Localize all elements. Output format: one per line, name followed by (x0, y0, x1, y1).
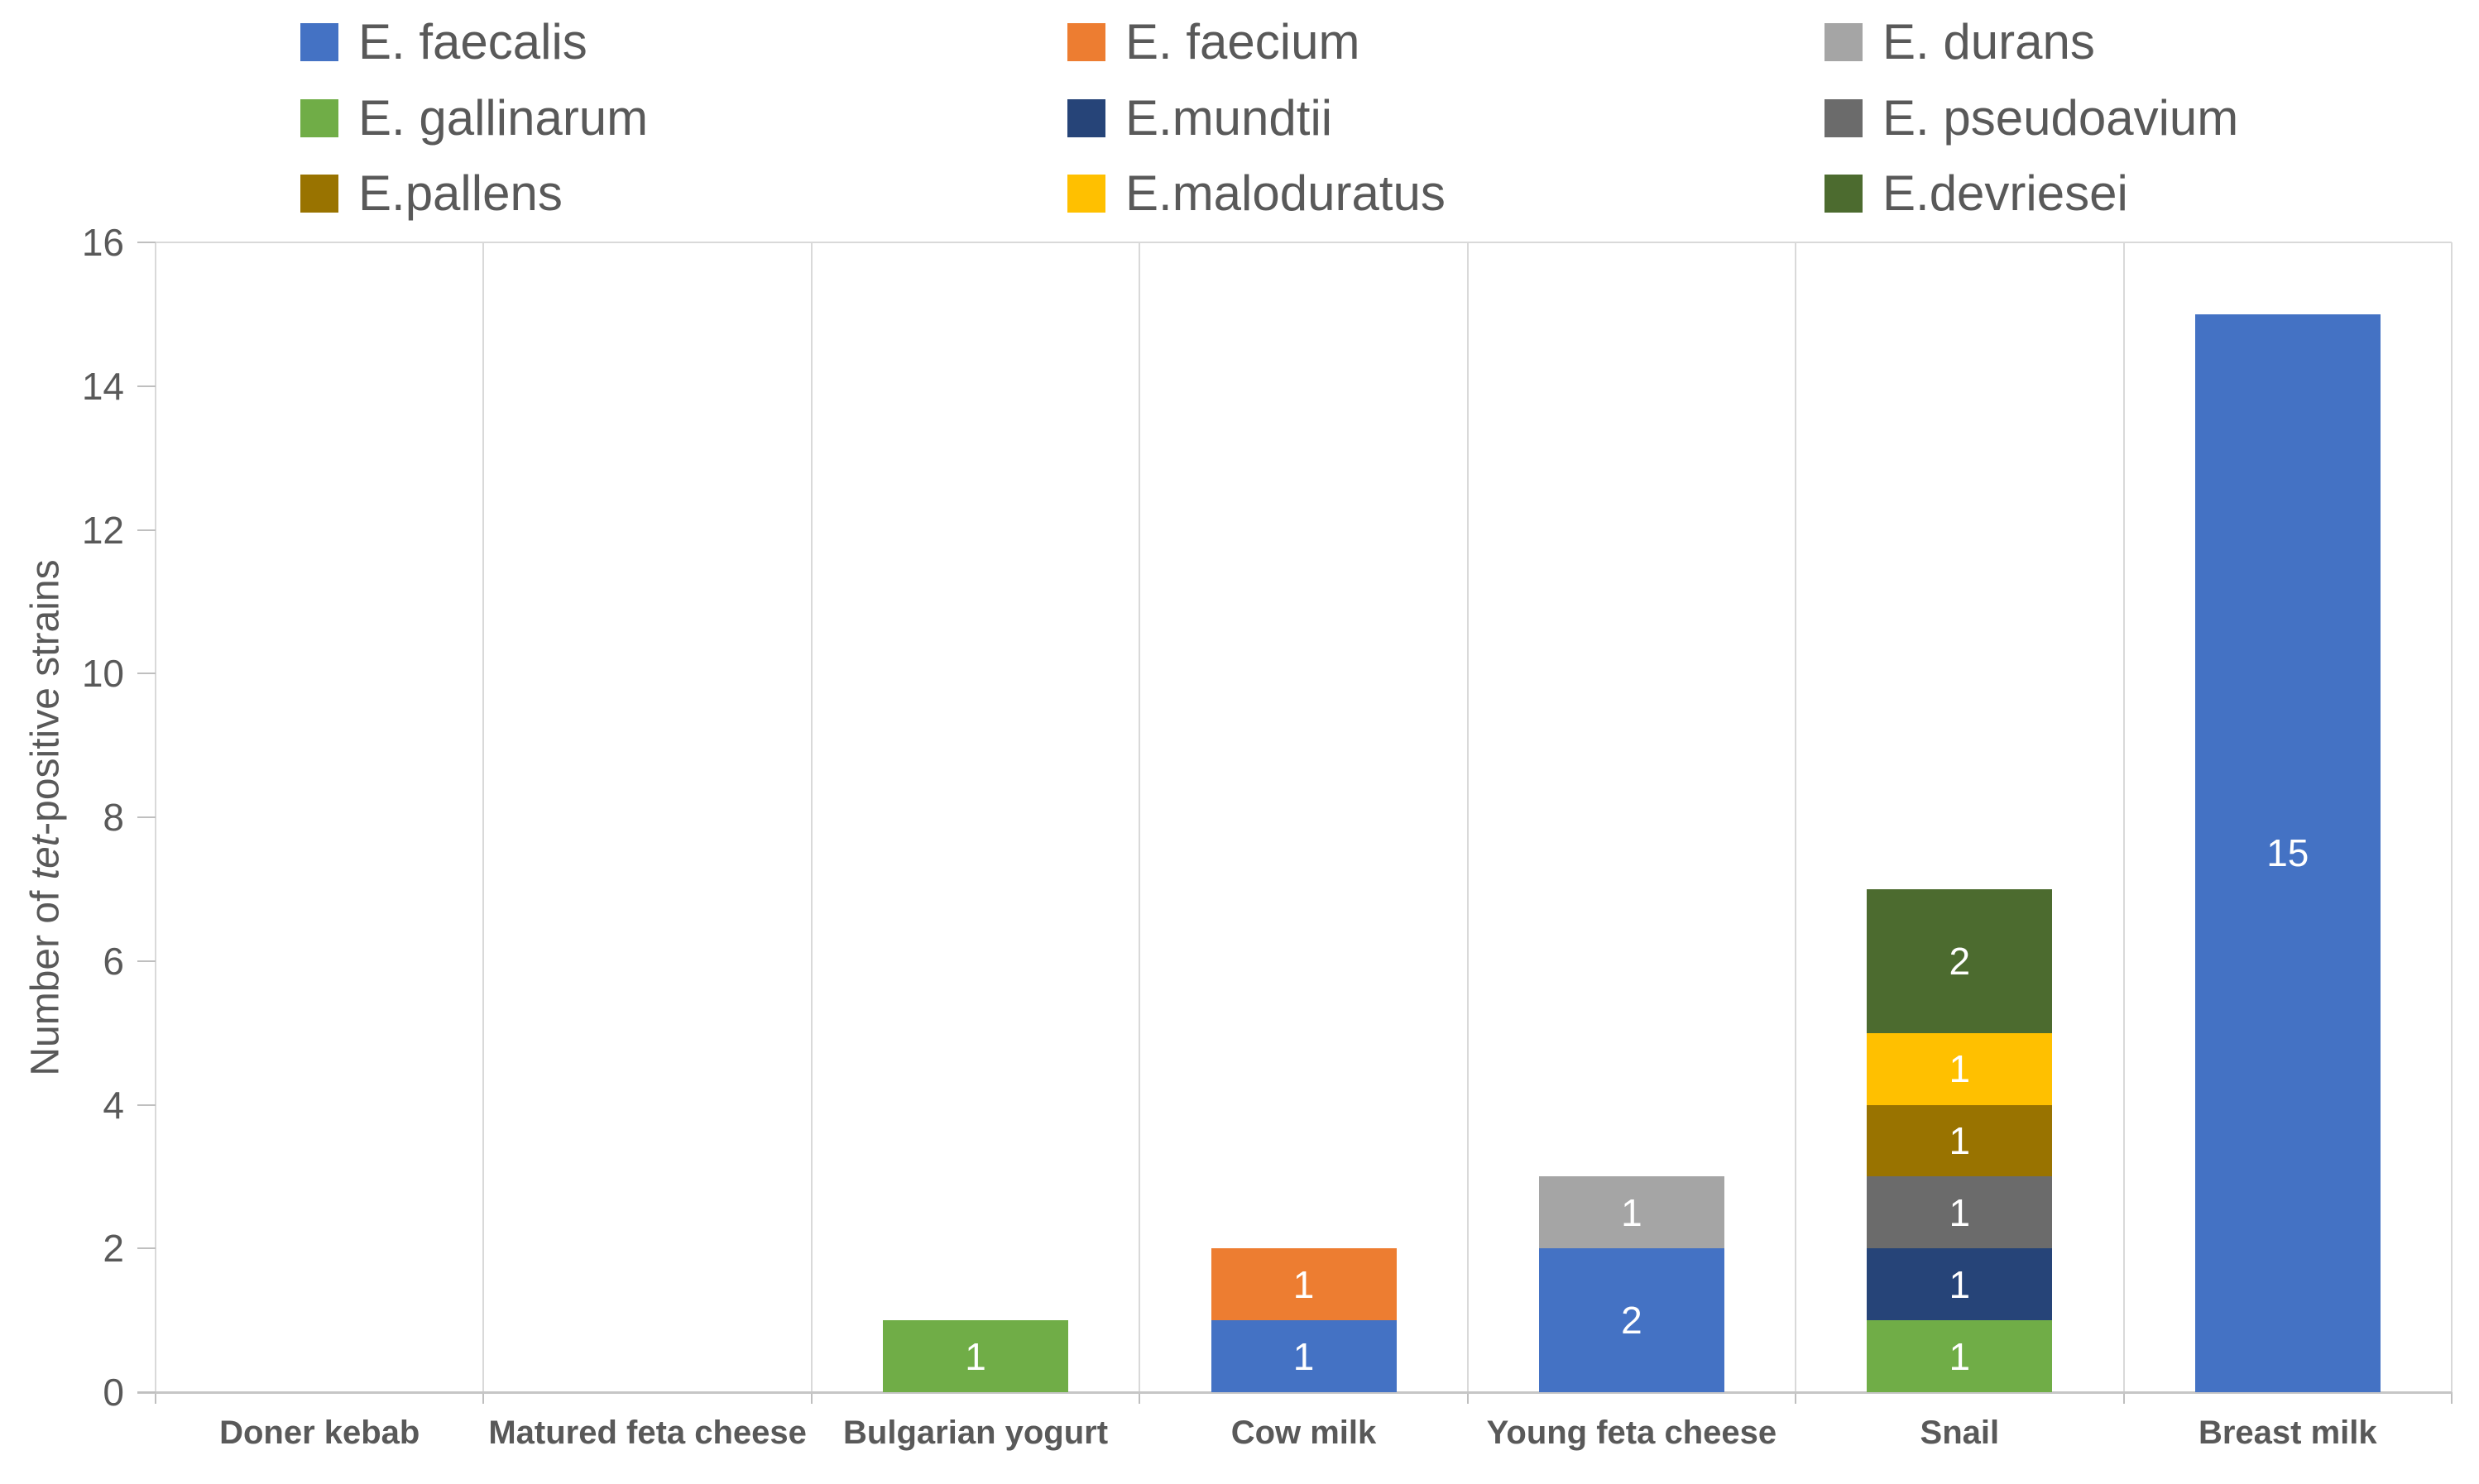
bar-value-label: 1 (1949, 1047, 1971, 1091)
legend-label: E.maloduratus (1125, 165, 1446, 221)
legend-swatch (300, 23, 338, 61)
x-category-label: Young feta cheese (1486, 1415, 1777, 1451)
legend-label: E. durans (1882, 14, 2095, 69)
bar-segment (1538, 1248, 1724, 1392)
gridline-vertical (810, 242, 813, 1392)
legend-item: E. gallinarum (300, 89, 648, 147)
bar-value-label: 2 (1949, 939, 1971, 983)
bar-segment (1211, 1248, 1397, 1321)
bar-value-label: 1 (1949, 1334, 1971, 1378)
y-axis-tick (137, 816, 156, 818)
bar-value-label: 1 (1949, 1262, 1971, 1306)
y-axis-tick (137, 1103, 156, 1106)
y-axis-tick (137, 1391, 156, 1393)
x-axis-tick (482, 1392, 485, 1404)
x-category-label: Bulgarian yogurt (843, 1415, 1109, 1451)
gridline-vertical (2122, 242, 2125, 1392)
x-axis-line (137, 1391, 2452, 1394)
legend-label: E.devriesei (1882, 165, 2128, 221)
x-axis-tick (2451, 1392, 2453, 1404)
legend-item: E. faecium (1067, 13, 1359, 71)
bar-value-label: 1 (1292, 1262, 1315, 1306)
y-tick-label: 10 (81, 652, 124, 696)
legend-item: E. durans (1824, 13, 2095, 71)
legend-swatch (1824, 175, 1863, 213)
legend-item: E. pseudoavium (1824, 89, 2238, 147)
legend-item: E.mundtii (1067, 89, 1332, 147)
y-tick-label: 8 (103, 796, 124, 839)
bar-segment (883, 1320, 1069, 1392)
x-axis-tick (810, 1392, 813, 1404)
y-axis-tick (137, 1247, 156, 1250)
y-axis-tick (137, 960, 156, 962)
legend-label: E. faecium (1125, 14, 1360, 69)
bar-segment (1867, 1032, 2053, 1105)
x-axis-tick (1139, 1392, 1141, 1404)
y-axis-tick (137, 673, 156, 675)
bar-segment (1867, 1320, 2053, 1392)
x-category-label: Cow milk (1230, 1415, 1377, 1451)
bar-value-label: 1 (1292, 1334, 1315, 1378)
x-category-label: Matured feta cheese (488, 1415, 807, 1451)
y-tick-label: 6 (103, 939, 124, 983)
bar-segment (2194, 314, 2381, 1392)
y-tick-label: 0 (103, 1371, 124, 1414)
bar-segment (1867, 1248, 2053, 1321)
x-axis-tick (1466, 1392, 1469, 1404)
legend-label: E. pseudoavium (1882, 90, 2239, 146)
y-axis-tick (137, 385, 156, 387)
bar-value-label: 1 (1949, 1190, 1971, 1234)
gridline-vertical (1466, 242, 1469, 1392)
y-tick-label: 4 (103, 1083, 124, 1127)
bar-segment (1867, 1176, 2053, 1249)
x-category-label: Doner kebab (219, 1415, 420, 1451)
x-axis-tick (155, 1392, 156, 1404)
legend-swatch (1824, 99, 1863, 137)
legend-item: E.pallens (300, 165, 563, 223)
y-tick-label: 14 (81, 364, 124, 408)
bar-segment (1538, 1176, 1724, 1249)
gridline-vertical (2451, 242, 2453, 1392)
x-category-label: Breast milk (2198, 1415, 2377, 1451)
bar-value-label: 15 (2266, 831, 2309, 875)
y-axis-title-italic: tet (23, 835, 68, 879)
legend-swatch (1824, 23, 1863, 61)
legend-label: E. faecalis (358, 14, 587, 69)
bar-value-label: 1 (1949, 1118, 1971, 1162)
legend-item: E.maloduratus (1067, 165, 1446, 223)
y-axis-tick (137, 529, 156, 531)
legend-swatch (1067, 175, 1105, 213)
bar-value-label: 1 (965, 1334, 986, 1378)
legend-swatch (1067, 99, 1105, 137)
legend-label: E. gallinarum (358, 90, 649, 146)
x-axis-tick (1795, 1392, 1797, 1404)
legend-label: E.pallens (358, 165, 563, 221)
gridline-top (156, 242, 2452, 243)
legend-swatch (300, 99, 338, 137)
bar-segment (1867, 1104, 2053, 1177)
bar-segment (1211, 1320, 1397, 1392)
y-tick-label: 16 (81, 221, 124, 264)
x-category-label: Snail (1920, 1415, 2000, 1451)
y-axis-tick (137, 242, 156, 243)
legend-swatch (1067, 23, 1105, 61)
legend-label: E.mundtii (1125, 90, 1333, 146)
x-axis-tick (2122, 1392, 2125, 1404)
gridline-vertical (1795, 242, 1797, 1392)
bar-value-label: 1 (1621, 1190, 1642, 1234)
bar-value-label: 2 (1621, 1299, 1642, 1343)
y-tick-label: 12 (81, 508, 124, 552)
y-axis-line (155, 242, 156, 1392)
legend-item: E. faecalis (300, 13, 587, 71)
bar-segment (1867, 888, 2053, 1033)
gridline-vertical (482, 242, 485, 1392)
legend-item: E.devriesei (1824, 165, 2128, 223)
gridline-vertical (1139, 242, 1141, 1392)
y-tick-label: 2 (103, 1227, 124, 1271)
legend-swatch (300, 175, 338, 213)
